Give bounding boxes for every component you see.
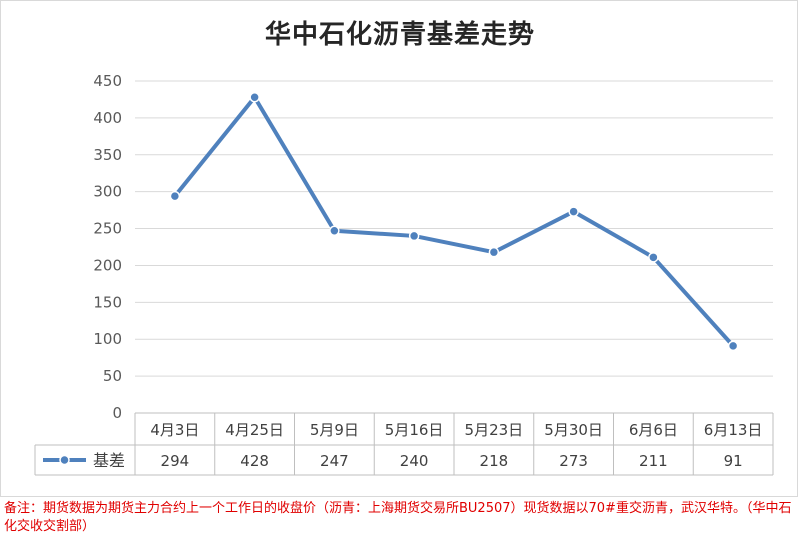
y-tick-label: 400 bbox=[93, 109, 122, 127]
table-value: 428 bbox=[240, 452, 269, 470]
data-point bbox=[648, 252, 659, 263]
table-value: 273 bbox=[559, 452, 588, 470]
chart-frame bbox=[0, 0, 798, 497]
chart-title: 华中石化沥青基差走势 bbox=[264, 20, 535, 50]
x-tick-label: 5月23日 bbox=[465, 421, 524, 439]
x-tick-label: 6月13日 bbox=[704, 421, 763, 439]
y-tick-label: 300 bbox=[93, 183, 122, 201]
footnote: 备注：期货数据为期货主力合约上一个工作日的收盘价（沥青：上海期货交易所BU250… bbox=[4, 501, 792, 534]
data-point bbox=[329, 225, 340, 237]
y-tick-label: 200 bbox=[93, 256, 122, 274]
y-tick-label: 350 bbox=[93, 146, 122, 164]
table-value: 218 bbox=[480, 452, 509, 470]
x-tick-label: 5月16日 bbox=[385, 421, 444, 439]
y-tick-label: 150 bbox=[93, 293, 122, 311]
table-value: 91 bbox=[724, 452, 743, 470]
y-tick-label: 50 bbox=[103, 367, 122, 385]
data-point bbox=[488, 246, 500, 258]
legend-label: 基差 bbox=[93, 451, 125, 470]
table-value: 294 bbox=[161, 452, 190, 470]
y-tick-label: 450 bbox=[93, 72, 122, 90]
table-value: 211 bbox=[639, 452, 668, 470]
data-point bbox=[408, 230, 420, 242]
data-point bbox=[169, 190, 181, 202]
x-tick-label: 4月25日 bbox=[225, 421, 284, 439]
table-value: 240 bbox=[400, 452, 429, 470]
data-point bbox=[727, 340, 739, 352]
y-tick-label: 250 bbox=[93, 220, 122, 238]
x-tick-label: 5月30日 bbox=[544, 421, 603, 439]
series-line bbox=[172, 95, 736, 348]
x-tick-label: 6月6日 bbox=[629, 421, 678, 439]
y-tick-label: 100 bbox=[93, 330, 122, 348]
data-point bbox=[568, 206, 579, 217]
x-tick-label: 5月9日 bbox=[310, 421, 359, 439]
data-point bbox=[249, 91, 260, 103]
line-chart: 0 50 100 150 200 250 300 350 400 450 4月3日 4月25日 5月9日… bbox=[34, 72, 774, 476]
table-value: 247 bbox=[320, 452, 349, 470]
legend-marker bbox=[59, 454, 70, 466]
y-tick-label: 0 bbox=[112, 404, 122, 422]
x-tick-label: 4月3日 bbox=[150, 421, 199, 439]
